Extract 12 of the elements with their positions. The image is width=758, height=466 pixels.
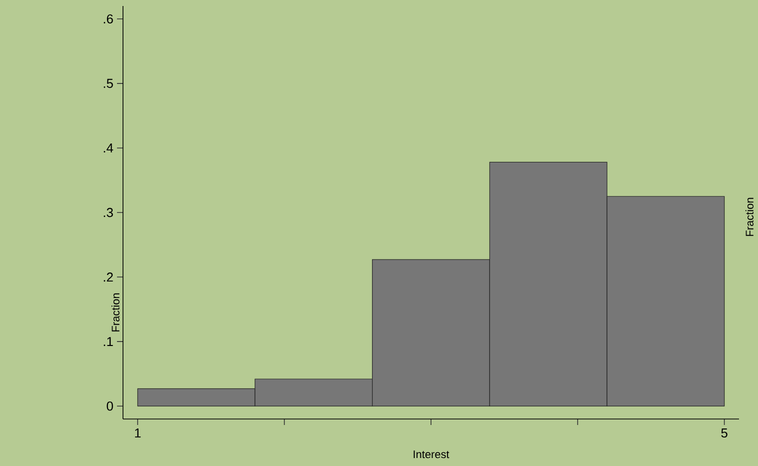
y-tick-label: .1 [104,337,113,346]
text: Fraction [745,198,754,236]
y-tick-label: .3 [104,208,113,218]
y-axis-title: Fraction [111,293,120,332]
x-tick-label: 5 [721,428,728,438]
y-tick-label: 0 [106,402,113,411]
y-tick-label: .4 [104,144,114,152]
x-axis-title: Interest [414,450,450,458]
y-tick-label: .5 [104,78,113,88]
y-tick-label: .6 [104,14,113,24]
y-tick-label: .2 [104,272,113,282]
x-tick-label: 1 [135,428,141,438]
